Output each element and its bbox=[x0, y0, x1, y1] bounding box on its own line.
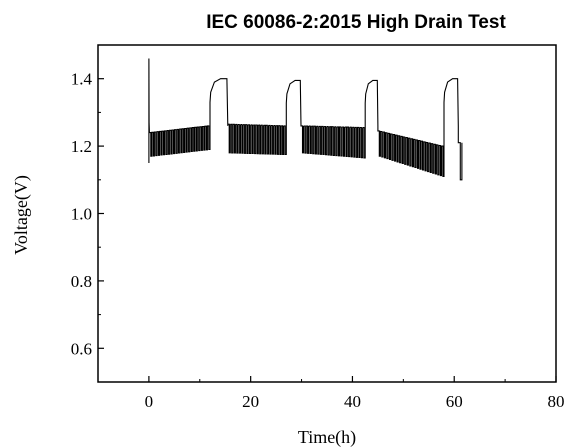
x-axis-label: Time(h) bbox=[298, 427, 356, 448]
y-axis-label: Voltage(V) bbox=[11, 175, 32, 255]
x-tick-label: 20 bbox=[242, 392, 259, 411]
y-tick-label: 0.8 bbox=[71, 272, 92, 291]
y-axis: 0.6 0.8 1.0 1.2 1.4 bbox=[71, 44, 104, 383]
x-tick-label: 40 bbox=[344, 392, 361, 411]
chart-title: IEC 60086-2:2015 High Drain Test bbox=[206, 12, 506, 33]
y-tick-label: 1.0 bbox=[71, 205, 92, 224]
series-line-voltage bbox=[148, 58, 463, 181]
x-tick-label: 60 bbox=[446, 392, 463, 411]
y-tick-label: 1.2 bbox=[71, 137, 92, 156]
x-tick-label: 0 bbox=[145, 392, 154, 411]
y-tick-label: 1.4 bbox=[71, 70, 93, 89]
x-tick-label: 80 bbox=[548, 392, 565, 411]
plot-frame bbox=[97, 44, 557, 383]
x-axis: 0 20 40 60 80 bbox=[145, 376, 565, 411]
y-tick-label: 0.6 bbox=[71, 339, 92, 358]
